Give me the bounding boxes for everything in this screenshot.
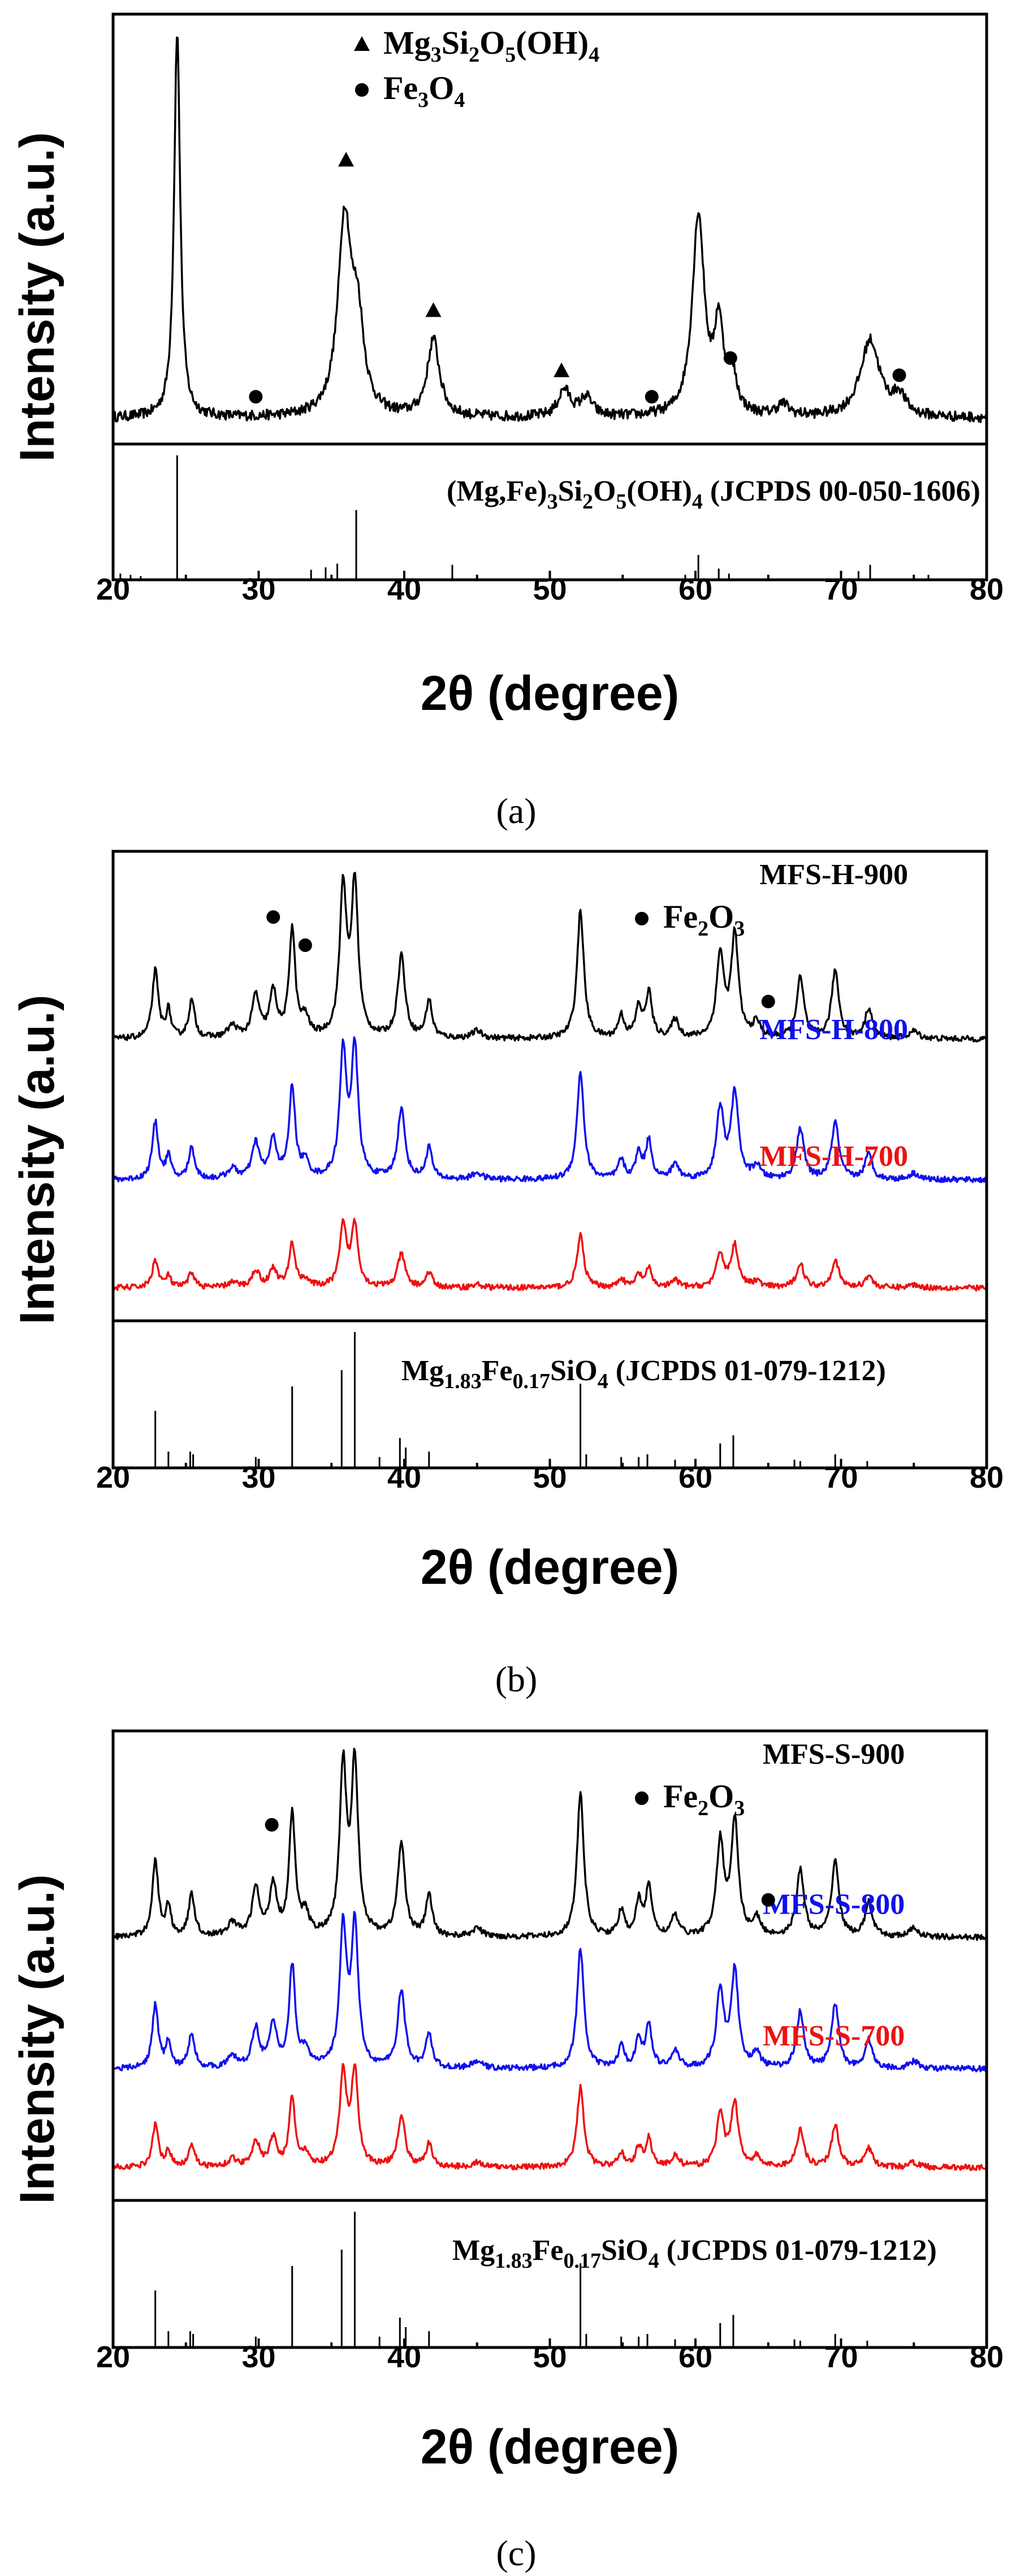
x-tick-label: 50 bbox=[533, 1461, 567, 1494]
circle-marker-icon bbox=[892, 368, 906, 382]
triangle-marker-icon bbox=[338, 152, 354, 167]
x-tick-label: 80 bbox=[970, 1461, 1004, 1494]
x-tick-label: 60 bbox=[678, 2340, 712, 2374]
series-line-mfs-h-900 bbox=[112, 872, 988, 1043]
x-tick-label: 50 bbox=[533, 572, 567, 606]
panel-caption: (c) bbox=[496, 2533, 536, 2573]
series-label: MFS-S-800 bbox=[763, 1889, 905, 1921]
legend-label: Fe2O3 bbox=[663, 898, 745, 941]
triangle-marker-icon bbox=[554, 362, 570, 377]
x-tick-label: 60 bbox=[678, 572, 712, 606]
panel-b: MFS-H-900 MFS-H-800 MFS-H-700 Fe2O3 Mg1.83Fe… bbox=[10, 850, 1004, 1699]
legend-label: Mg3Si2O5(OH)4 bbox=[383, 24, 599, 67]
x-tick-label: 40 bbox=[387, 572, 421, 606]
series-label: MFS-H-900 bbox=[759, 859, 908, 891]
x-tick-label: 20 bbox=[96, 572, 130, 606]
x-tick-label: 70 bbox=[824, 572, 858, 606]
x-axis-label: 2θ (degree) bbox=[421, 1540, 680, 1595]
legend-circle-icon bbox=[635, 912, 649, 925]
legend-circle-icon bbox=[635, 1791, 649, 1805]
circle-marker-icon bbox=[761, 994, 775, 1009]
legend-label: Fe3O4 bbox=[383, 70, 465, 112]
legend-triangle-icon bbox=[354, 36, 370, 51]
circle-marker-icon bbox=[266, 910, 280, 924]
series-label: MFS-S-700 bbox=[763, 2020, 905, 2052]
x-axis-label: 2θ (degree) bbox=[421, 666, 680, 721]
circle-marker-icon bbox=[249, 390, 263, 404]
x-tick-label: 80 bbox=[970, 572, 1004, 606]
x-tick-label: 70 bbox=[824, 2340, 858, 2374]
x-axis-label: 2θ (degree) bbox=[421, 2420, 680, 2474]
x-tick-label: 30 bbox=[241, 2340, 275, 2374]
legend-circle-icon bbox=[355, 83, 369, 97]
legend-label: Fe2O3 bbox=[663, 1778, 745, 1820]
circle-marker-icon bbox=[761, 1893, 775, 1907]
series-label: MFS-H-800 bbox=[759, 1014, 908, 1046]
triangle-marker-icon bbox=[425, 302, 442, 317]
circle-marker-icon bbox=[645, 390, 659, 404]
panel-caption: (a) bbox=[496, 791, 536, 831]
x-tick-label: 30 bbox=[241, 1461, 275, 1494]
panel-c: MFS-S-900 MFS-S-800 MFS-S-700 Fe2O3 Mg1.83Fe… bbox=[10, 1729, 1004, 2573]
series-line-sample bbox=[112, 36, 988, 423]
y-axis-label: Intensity (a.u.) bbox=[10, 995, 64, 1325]
series-line-mfs-s-800 bbox=[112, 1911, 988, 2073]
x-tick-label: 70 bbox=[824, 1461, 858, 1494]
y-axis-label: Intensity (a.u.) bbox=[10, 1875, 64, 2204]
x-tick-label: 40 bbox=[387, 2340, 421, 2374]
reference-label: Mg1.83Fe0.17SiO4 (JCPDS 01-079-1212) bbox=[401, 1355, 886, 1393]
series-label: MFS-H-700 bbox=[759, 1140, 908, 1173]
series-label: MFS-S-900 bbox=[763, 1738, 905, 1771]
series-line-mfs-s-900 bbox=[113, 1747, 988, 1941]
x-tick-label: 60 bbox=[678, 1461, 712, 1494]
reference-label: (Mg,Fe)3Si2O5(OH)4 (JCPDS 00-050-1606) bbox=[447, 475, 980, 514]
x-tick-label: 80 bbox=[970, 2340, 1004, 2374]
circle-marker-icon bbox=[298, 938, 312, 952]
y-axis-label: Intensity (a.u.) bbox=[10, 132, 64, 462]
series-line-mfs-h-800 bbox=[112, 1036, 988, 1183]
series-line-mfs-h-700 bbox=[112, 1218, 988, 1292]
x-tick-label: 20 bbox=[96, 2340, 130, 2374]
reference-label: Mg1.83Fe0.17SiO4 (JCPDS 01-079-1212) bbox=[452, 2234, 937, 2273]
circle-marker-icon bbox=[723, 351, 737, 365]
panel-caption: (b) bbox=[495, 1659, 538, 1699]
series-line-mfs-s-700 bbox=[113, 2062, 988, 2172]
x-tick-label: 30 bbox=[241, 572, 275, 606]
x-tick-label: 20 bbox=[96, 1461, 130, 1494]
x-tick-label: 50 bbox=[533, 2340, 567, 2374]
circle-marker-icon bbox=[265, 1818, 279, 1832]
x-tick-label: 40 bbox=[387, 1461, 421, 1494]
